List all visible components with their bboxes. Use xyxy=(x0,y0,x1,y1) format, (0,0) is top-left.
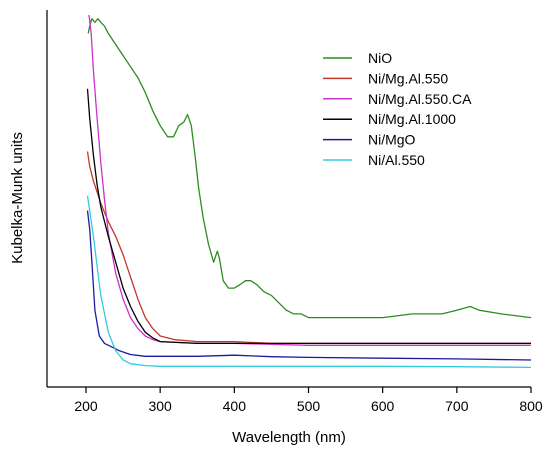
x-tick-label: 600 xyxy=(371,398,395,414)
legend-label: Ni/MgO xyxy=(368,132,416,148)
x-axis-label: Wavelength (nm) xyxy=(232,429,346,446)
legend-label: Ni/Al.550 xyxy=(368,152,425,168)
series-line-5 xyxy=(86,210,532,361)
series-line-6 xyxy=(86,195,532,369)
y-axis-label: Kubelka-Munk units xyxy=(9,132,26,264)
x-ticks: 200 300 400 500 600 700 800 xyxy=(74,387,543,414)
series-layer xyxy=(86,14,532,369)
legend-label: Ni/Mg.Al.550.CA xyxy=(368,91,472,107)
series-line-3 xyxy=(88,14,531,346)
x-tick-label: 200 xyxy=(74,398,98,414)
legend-label: Ni/Mg.Al.1000 xyxy=(368,111,456,127)
series-line-4 xyxy=(86,88,531,345)
series-line-2 xyxy=(86,151,531,345)
x-tick-label: 700 xyxy=(445,398,469,414)
x-tick-label: 300 xyxy=(148,398,172,414)
legend-label: NiO xyxy=(368,50,392,66)
x-tick-label: 500 xyxy=(297,398,321,414)
legend: NiO Ni/Mg.Al.550 Ni/Mg.Al.550.CA Ni/Mg.Al.1… xyxy=(323,50,472,168)
series-line-1 xyxy=(87,18,532,319)
x-tick-label: 800 xyxy=(519,398,543,414)
axes-frame xyxy=(46,10,531,388)
x-tick-label: 400 xyxy=(223,398,247,414)
legend-label: Ni/Mg.Al.550 xyxy=(368,70,448,86)
